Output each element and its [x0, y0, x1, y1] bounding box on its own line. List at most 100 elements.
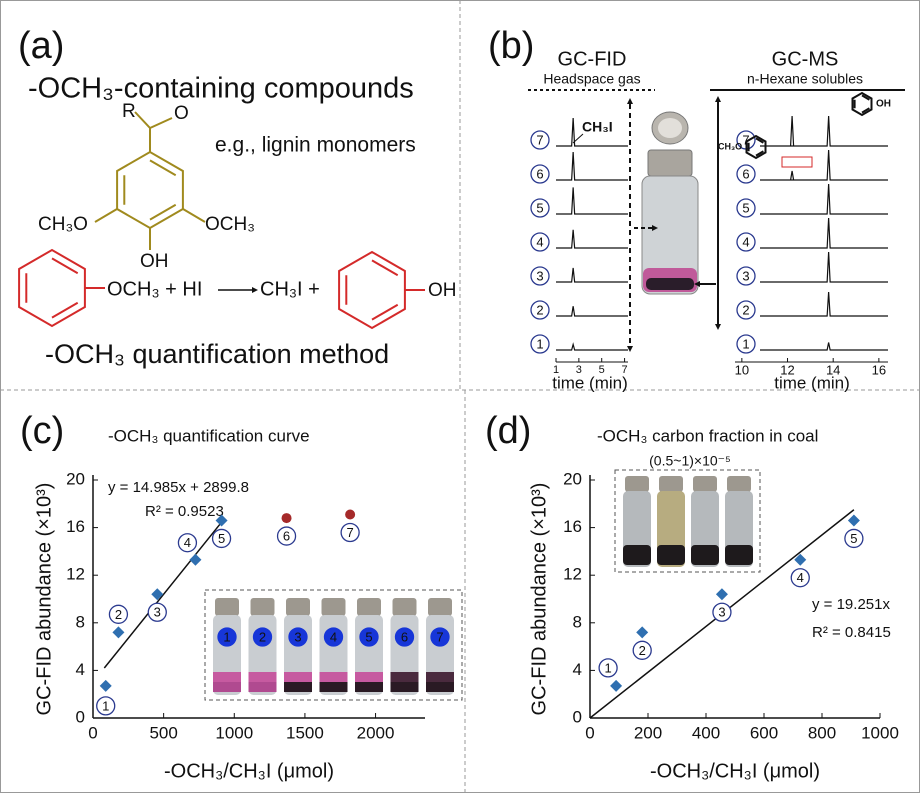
sample-number: 1 [742, 336, 749, 351]
x-tick-label: 16 [872, 362, 886, 377]
ms-ring-bond [747, 137, 764, 157]
sample-number: 4 [536, 234, 543, 249]
example: e.g., lignin monomers [215, 134, 416, 157]
x-label: -OCH₃/CH₃I (μmol) [164, 760, 334, 782]
ms-ring [851, 91, 873, 117]
sample-circle [252, 627, 273, 647]
x-tick-label: 2000 [357, 723, 395, 742]
sample-number: 5 [365, 629, 372, 644]
sample-circle [288, 627, 308, 647]
x-label: time (min) [774, 373, 850, 392]
sample-circle [147, 602, 167, 622]
reactant: OCH₃ + HI [107, 278, 202, 300]
y-tick-label: 20 [563, 469, 582, 488]
y-tick-label: 16 [563, 517, 582, 536]
sample-circle [712, 602, 732, 622]
y-tick-label: 16 [66, 517, 85, 536]
ms-peak [760, 183, 888, 215]
ms-peak [760, 115, 888, 147]
sample-number: 3 [742, 268, 749, 283]
vial-cap [659, 476, 683, 492]
phenol-ring [338, 250, 406, 330]
gc-subtitle: n-Hexane solubles [747, 71, 863, 87]
sample-number: 2 [259, 629, 266, 644]
fid-peak [556, 267, 628, 283]
inset-frame [614, 469, 761, 573]
chart-subtitle: (0.5~1)×10⁻⁵ [649, 453, 731, 469]
x-tick-label: 800 [808, 723, 836, 742]
vial-sediment [355, 682, 383, 692]
sample-number: 1 [536, 336, 543, 351]
point [112, 626, 125, 639]
point [151, 588, 164, 601]
x-tick-label: 0 [88, 723, 97, 742]
bond [94, 208, 206, 250]
vial-sediment [725, 545, 753, 565]
equation: y = 14.985x + 2899.8 [108, 479, 249, 496]
x-tick-label: 200 [634, 723, 662, 742]
inset-frame [204, 589, 463, 701]
sample-circle [736, 164, 756, 184]
sample-number: 2 [536, 302, 543, 317]
vial-cap-inner [658, 118, 682, 138]
vial-cap [693, 476, 717, 492]
x-tick-label: 500 [149, 723, 177, 742]
point [99, 679, 112, 692]
sample-number: 3 [536, 268, 543, 283]
vial-cap [357, 598, 381, 616]
vial-sediment [284, 682, 312, 692]
x-tick-label: 400 [692, 723, 720, 742]
sample-number: 7 [536, 132, 543, 147]
arrow-head [252, 287, 258, 293]
sample-number: 6 [283, 529, 290, 544]
arrow-head [694, 281, 700, 287]
sample-circle [844, 528, 864, 549]
y-tick-label: 0 [76, 707, 85, 726]
ms-peak [760, 251, 888, 283]
sample-number: 4 [742, 234, 749, 249]
anisole-ring-bond [25, 257, 79, 319]
gc-subtitle: Headspace gas [543, 71, 640, 87]
sample-circle [736, 300, 756, 320]
sample-circle [530, 334, 550, 354]
vial-sediment [319, 682, 348, 692]
y-tick-label: 4 [573, 660, 582, 679]
product: CH₃I + [260, 278, 320, 300]
sample-circle [211, 528, 232, 549]
fit-line [103, 519, 224, 669]
y-tick-label: 8 [76, 612, 85, 631]
sample-number: 7 [742, 132, 749, 147]
sample-number: 5 [218, 531, 225, 546]
fid-peak [556, 151, 628, 181]
ms-peak [789, 115, 795, 147]
vial-cap [392, 598, 417, 616]
sample-circle [323, 627, 344, 647]
sample-circle [530, 198, 550, 218]
sample-circle [530, 232, 550, 252]
x-tick-label: 1000 [861, 723, 899, 742]
vial-sediment [390, 682, 419, 692]
ms-ring-bond [853, 94, 870, 114]
chart-title: -OCH₃ carbon fraction in coal [597, 426, 818, 445]
y-tick-label: 0 [573, 707, 582, 726]
sample-circle [177, 533, 198, 553]
sample-circle [530, 300, 550, 320]
vial-cap [625, 476, 649, 492]
y-label: GC-FID abundance (×10³) [528, 483, 550, 716]
fid-peak [556, 117, 628, 147]
y-tick-label: 20 [66, 469, 85, 488]
ms-peak [760, 149, 888, 181]
ms-ring [745, 134, 767, 160]
vial-sediment [248, 682, 277, 692]
ms-peak [760, 342, 888, 351]
structure-label: OCH₃ [205, 214, 255, 235]
point [610, 679, 623, 692]
fid-peak [556, 342, 628, 351]
fid-peak [556, 187, 628, 215]
sample-number: 5 [536, 200, 543, 215]
sample-number: 1 [102, 698, 109, 713]
sample-number: 7 [347, 525, 354, 540]
vial-cap [250, 598, 275, 616]
panel-label: (c) [20, 410, 64, 452]
panel-label: (a) [18, 25, 64, 67]
